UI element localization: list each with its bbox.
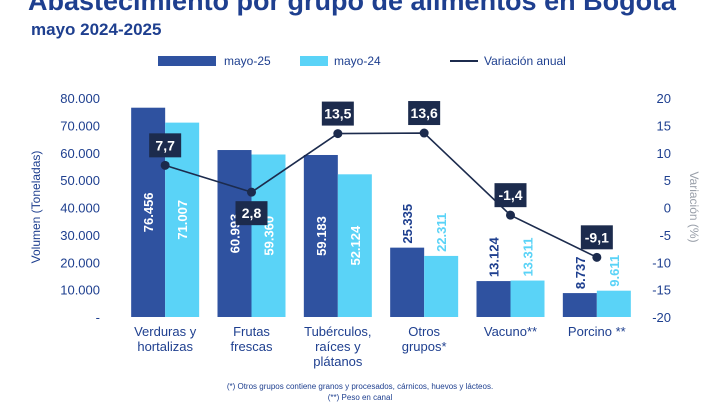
y-tick-label: -	[96, 310, 100, 325]
chart-subtitle: mayo 2024-2025	[31, 20, 162, 39]
y-tick-label: 10.000	[60, 283, 100, 298]
x-tick-label: Vacuno**	[484, 324, 537, 339]
variation-label: 7,7	[155, 137, 175, 153]
variation-label-box	[235, 201, 268, 226]
variation-label-box	[494, 183, 527, 208]
bar-mayo-24	[424, 255, 459, 317]
x-tick-label: Frutas	[233, 324, 270, 339]
y-tick-label: 60.000	[60, 146, 100, 161]
bar-mayo-25	[390, 247, 425, 317]
chart-title: Abastecimiento por grupo de alimentos en…	[28, 0, 677, 16]
variation-label: -9,1	[585, 229, 609, 245]
variation-label-box	[580, 225, 613, 250]
y-tick-label: 40.000	[60, 201, 100, 216]
legend-label-mayo-25: mayo-25	[224, 54, 271, 68]
variation-point	[419, 128, 429, 138]
y2-tick-label: 5	[664, 173, 671, 188]
variation-point	[506, 210, 515, 220]
y-axis-title: Volumen (Toneladas)	[29, 151, 43, 264]
data-label-mayo-24: 52.124	[348, 225, 363, 266]
data-label-mayo-24: 71.007	[175, 200, 190, 240]
x-tick-label: raíces y	[315, 339, 361, 354]
legend-swatch-mayo-25	[158, 56, 216, 66]
data-label-mayo-25: 13.124	[487, 237, 502, 278]
bar-mayo-24	[510, 280, 545, 317]
y2-tick-label: 20	[657, 91, 671, 106]
variation-line	[164, 132, 598, 259]
x-tick-label: Tubérculos,	[304, 324, 371, 339]
variation-point	[247, 187, 256, 197]
legend-label-variacion: Variación anual	[484, 54, 566, 68]
variation-label: 2,8	[242, 205, 262, 221]
legend-label-mayo-24: mayo-24	[334, 54, 381, 68]
variation-point	[333, 129, 343, 139]
variation-label-box	[321, 101, 354, 126]
data-label-mayo-24: 22.311	[434, 213, 449, 252]
variation-label-box	[408, 101, 441, 126]
variation-label: 13,6	[411, 105, 438, 121]
legend-swatch-mayo-24	[300, 56, 328, 66]
y2-tick-label: 0	[664, 201, 671, 216]
x-tick-label: hortalizas	[137, 339, 193, 354]
x-tick-label: grupos*	[402, 339, 447, 354]
y2-tick-label: -15	[652, 283, 671, 298]
x-tick-label: plátanos	[313, 354, 363, 369]
y2-tick-label: -10	[652, 255, 671, 270]
x-tick-label: Porcino **	[568, 324, 626, 339]
data-label-mayo-24: 13.311	[521, 238, 536, 277]
y-tick-label: 50.000	[60, 173, 100, 188]
bar-mayo-25	[303, 154, 338, 317]
footnote-others: (*) Otros grupos contiene granos y proce…	[226, 382, 494, 391]
y2-tick-label: 15	[657, 118, 671, 133]
data-label-mayo-24: 59.360	[262, 216, 277, 256]
variation-point	[160, 160, 170, 170]
data-label-mayo-25: 8.737	[573, 257, 588, 290]
bar-mayo-25	[217, 150, 252, 317]
y-tick-label: 30.000	[60, 228, 100, 243]
variation-point	[592, 252, 602, 262]
data-label-mayo-24: 9.611	[607, 255, 622, 287]
x-tick-label: Otros	[408, 324, 440, 339]
variation-label: -1,4	[498, 187, 522, 203]
bar-mayo-24	[337, 174, 372, 317]
variation-label: 13,5	[324, 106, 351, 122]
y-tick-label: 20.000	[60, 255, 100, 270]
data-label-mayo-25: 76.456	[141, 192, 156, 232]
bar-mayo-25	[562, 293, 597, 317]
y2-tick-label: -20	[652, 310, 671, 325]
x-tick-label: frescas	[231, 339, 273, 354]
footnote-weight: (**) Peso en canal	[327, 393, 393, 402]
x-tick-label: Verduras y	[134, 324, 197, 339]
bar-mayo-25	[476, 281, 511, 317]
y2-tick-label: 10	[657, 146, 671, 161]
y-tick-label: 80.000	[60, 91, 100, 106]
y-tick-label: 70.000	[60, 118, 100, 133]
data-label-mayo-25: 25.335	[400, 204, 415, 244]
bar-mayo-24	[596, 290, 631, 317]
variation-label-box	[149, 133, 182, 158]
data-label-mayo-25: 59.183	[314, 216, 329, 256]
y2-tick-label: -5	[659, 228, 671, 243]
y2-axis-title: Variación (%)	[687, 171, 701, 242]
